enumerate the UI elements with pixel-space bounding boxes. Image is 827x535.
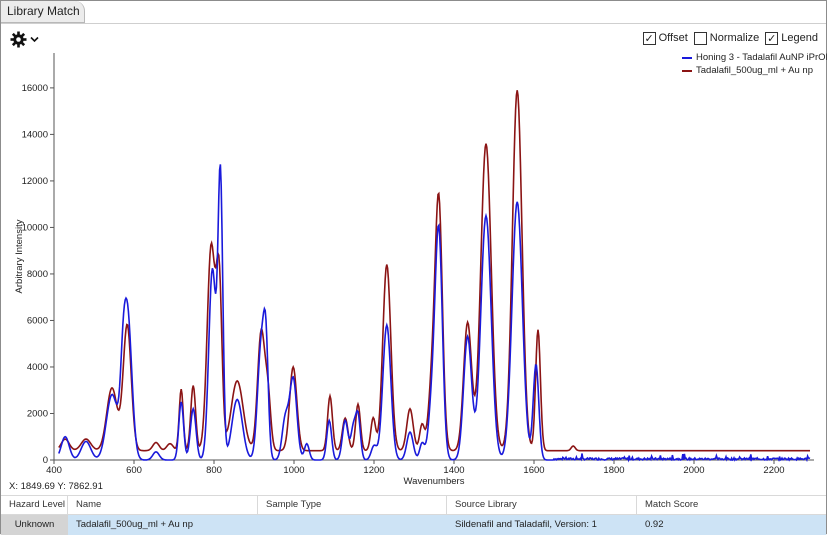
y-tick-label: 4000 <box>27 362 48 373</box>
column-header-name[interactable]: Name <box>68 495 258 515</box>
table-header-row: Hazard Level Name Sample Type Source Lib… <box>1 495 826 515</box>
x-tick-label: 600 <box>126 465 142 476</box>
column-header-source-library[interactable]: Source Library <box>447 495 637 515</box>
x-tick-label: 1200 <box>363 465 384 476</box>
x-tick-label: 1400 <box>443 465 464 476</box>
legend-label: Legend <box>781 32 818 44</box>
column-header-sample-type[interactable]: Sample Type <box>258 495 447 515</box>
series-line-1 <box>58 164 811 463</box>
offset-checkbox[interactable]: ✓ Offset <box>642 31 688 45</box>
legend-swatch-series-2 <box>682 69 692 72</box>
legend-label-series-2: Tadalafil_500ug_ml + Au np <box>696 65 813 76</box>
x-tick-label: 400 <box>46 465 62 476</box>
legend-label-series-1: Honing 3 - Tadalafil AuNP iPrOH <box>696 52 827 63</box>
x-axis-title: Wavenumbers <box>404 476 465 487</box>
normalize-check-box[interactable] <box>693 31 707 45</box>
tab-strip-divider <box>1 23 826 24</box>
settings-menu-button[interactable] <box>10 30 42 48</box>
legend-item-series-2: Tadalafil_500ug_ml + Au np <box>682 64 827 77</box>
cell-source-library: Sildenafil and Taladafil, Version: 1 <box>455 519 597 530</box>
y-tick-label: 2000 <box>27 408 48 419</box>
x-tick-label: 800 <box>206 465 222 476</box>
table-row[interactable]: Unknown Tadalafil_500ug_ml + Au np Silde… <box>1 515 826 535</box>
legend-check-box[interactable]: ✓ <box>765 31 779 45</box>
chevron-down-icon <box>30 36 39 43</box>
legend-item-series-1: Honing 3 - Tadalafil AuNP iPrOH <box>682 51 827 64</box>
y-tick-label: 0 <box>43 455 48 466</box>
y-tick-label: 14000 <box>22 129 48 140</box>
chart-options: ✓ Offset Normalize ✓ Legend <box>642 30 818 46</box>
y-axis-title: Arbitrary Intensity <box>14 219 25 293</box>
x-tick-label: 2000 <box>683 465 704 476</box>
cell-match-score: 0.92 <box>645 519 664 530</box>
chart-legend: Honing 3 - Tadalafil AuNP iPrOH Tadalafi… <box>682 51 827 77</box>
cell-sample-type <box>258 515 447 535</box>
y-tick-label: 8000 <box>27 269 48 280</box>
tab-library-match[interactable]: Library Match <box>1 1 85 23</box>
column-header-match-score[interactable]: Match Score <box>645 499 699 510</box>
normalize-label: Normalize <box>709 32 760 44</box>
x-tick-label: 1000 <box>283 465 304 476</box>
results-table: Hazard Level Name Sample Type Source Lib… <box>1 495 826 535</box>
y-tick-label: 16000 <box>22 83 48 94</box>
y-tick-label: 6000 <box>27 315 48 326</box>
legend-checkbox[interactable]: ✓ Legend <box>765 31 818 45</box>
legend-swatch-series-1 <box>682 56 692 59</box>
cursor-coordinate-readout: X: 1849.69 Y: 7862.91 <box>9 481 103 492</box>
cell-hazard-level: Unknown <box>1 515 68 535</box>
offset-label: Offset <box>658 32 688 44</box>
column-header-hazard-level[interactable]: Hazard Level <box>1 495 68 515</box>
normalize-checkbox[interactable]: Normalize <box>693 31 760 45</box>
y-tick-label: 12000 <box>22 176 48 187</box>
gear-icon <box>10 31 27 48</box>
x-tick-label: 2200 <box>763 465 784 476</box>
y-tick-label: 10000 <box>22 222 48 233</box>
offset-check-box[interactable]: ✓ <box>642 31 656 45</box>
spectrum-chart[interactable]: 400 600 800 1000 1200 1400 1600 1800 2000 2200 0 20… <box>1 1 826 493</box>
x-tick-label: 1800 <box>603 465 624 476</box>
x-tick-label: 1600 <box>523 465 544 476</box>
cell-name: Tadalafil_500ug_ml + Au np <box>76 519 193 530</box>
series-line-2 <box>58 90 810 452</box>
